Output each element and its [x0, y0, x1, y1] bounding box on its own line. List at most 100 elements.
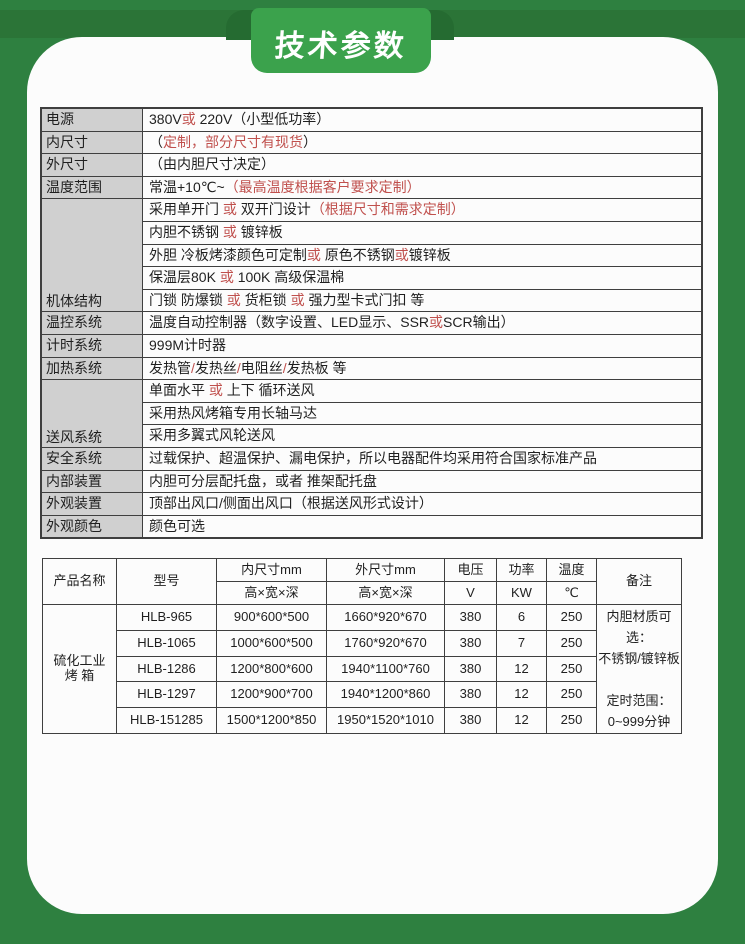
product-cell-kw: 12: [496, 655, 547, 683]
spec-row: 电源 380V或 220V（小型低功率）: [40, 107, 703, 132]
plain-text: 货柜锁: [240, 291, 291, 308]
spec-table: 电源 380V或 220V（小型低功率） 内尺寸 （定制，部分尺寸有现货） 外尺寸 （由内…: [40, 107, 703, 540]
spec-value-cell: 门锁 防爆锁 或 货柜锁 或 强力型卡式门扣 等: [142, 288, 703, 313]
plain-text: （: [149, 133, 163, 150]
spec-row: 采用热风烤箱专用长轴马达: [41, 401, 703, 426]
highlighted-text: /: [191, 359, 195, 376]
spec-label-cell: 温度范围: [40, 175, 143, 200]
spec-value-cell: 采用多翼式风轮送风: [142, 424, 703, 448]
plain-text: 发热板 等: [286, 359, 347, 376]
highlighted-text: 或: [222, 201, 237, 218]
spec-label-cell: 外观装置: [40, 492, 143, 516]
highlighted-text: 或: [306, 246, 321, 263]
spec-value-cell: 内胆可分层配托盘，或者 推架配托盘: [142, 469, 703, 494]
product-cell-model: HLB-965: [116, 604, 217, 631]
spec-row: 外胆 冷板烤漆颜色可定制或 原色不锈钢或镀锌板: [41, 243, 703, 268]
product-cell-temp: 250: [546, 707, 597, 734]
plain-text: 220V（小型低功率）: [195, 111, 331, 128]
highlighted-text: （最高温度根据客户要求定制）: [224, 178, 421, 195]
spec-row: 内部装置 内胆可分层配托盘，或者 推架配托盘: [40, 469, 703, 494]
product-header-outer: 外尺寸mm: [326, 558, 445, 582]
plain-text: 双开门设计: [236, 201, 311, 218]
highlighted-text: 或: [226, 291, 241, 308]
plain-text: 发热丝: [194, 359, 237, 376]
product-header-temp: 温度: [546, 558, 597, 582]
plain-text: 内胆不锈钢: [149, 224, 223, 241]
product-cell-temp: 250: [546, 681, 597, 709]
spec-row: 保温层80K 或 100K 高级保温棉: [41, 266, 703, 290]
plain-text: 保温层80K: [149, 269, 220, 286]
highlighted-text: /: [236, 359, 241, 376]
highlighted-text: 或: [394, 246, 409, 263]
plain-text: 100K 高级保温棉: [233, 269, 345, 286]
plain-text: （由内胆尺寸决定）: [149, 156, 275, 173]
plain-text: 温度自动控制器（数字设置、LED显示、SSR: [149, 314, 430, 331]
spec-label-cell: 外尺寸: [40, 153, 143, 177]
product-cell-v: 380: [444, 655, 497, 683]
highlighted-text: /: [282, 359, 287, 376]
product-cell-outer: 1760*920*670: [326, 629, 445, 657]
product-row: 硫化工业 烤 箱 HLB-965 900*600*500 1660*920*670 38…: [42, 604, 682, 734]
plain-text: 顶部出风口/侧面出风口（根据送风形式设计）: [149, 495, 433, 512]
spec-label-cell: 内部装置: [40, 469, 143, 494]
spec-value-cell: 顶部出风口/侧面出风口（根据送风形式设计）: [142, 492, 703, 516]
product-cell-v: 380: [444, 629, 497, 657]
product-cell-v: 380: [444, 604, 497, 631]
product-header-remark: 备注: [596, 558, 682, 605]
product-cell-outer: 1660*920*670: [326, 604, 445, 631]
plain-text: SCR输出）: [443, 314, 515, 331]
spec-value-cell: （由内胆尺寸决定）: [142, 153, 703, 177]
product-header-voltage-unit: V: [444, 581, 497, 605]
spec-value-cell: 单面水平 或 上下 循环送风: [142, 379, 703, 403]
highlighted-text: 或: [429, 314, 444, 331]
spec-row: 外观装置 顶部出风口/侧面出风口（根据送风形式设计）: [40, 492, 703, 516]
product-header-product: 产品名称: [42, 558, 117, 605]
spec-value-cell: 颜色可选: [142, 514, 703, 539]
spec-value-cell: （定制，部分尺寸有现货）: [142, 130, 703, 155]
spec-value-cell: 内胆不锈钢 或 镀锌板: [142, 220, 703, 245]
spec-row: 温度范围 常温+10℃~（最高温度根据客户要求定制）: [40, 175, 703, 200]
product-header-voltage: 电压: [444, 558, 497, 582]
product-cell-model: HLB-1297: [116, 681, 217, 709]
spec-row: 外尺寸 （由内胆尺寸决定）: [40, 153, 703, 177]
highlighted-text: （根据尺寸和需求定制）: [310, 201, 465, 218]
highlighted-text: 定制，部分尺寸有现货: [163, 133, 303, 150]
product-header-dims: 高×宽×深: [216, 581, 327, 605]
plain-text: 380V: [149, 111, 182, 128]
product-cell-kw: 7: [496, 629, 547, 657]
plain-text: 电阻丝: [240, 359, 283, 376]
plain-text: 门锁 防爆锁: [149, 291, 227, 308]
plain-text: 外胆 冷板烤漆颜色可定制: [149, 246, 307, 263]
spec-value-cell: 温度自动控制器（数字设置、LED显示、SSR或SCR输出）: [142, 311, 703, 335]
spec-row: 外观颜色 颜色可选: [40, 514, 703, 539]
product-header-row: 高×宽×深 高×宽×深 V KW ℃: [43, 581, 682, 605]
product-header-power-unit: KW: [496, 581, 547, 605]
product-row: HLB-1286 1200*800*600 1940*1100*760 380 12 25…: [43, 655, 682, 683]
spec-value-cell: 发热管/发热丝/电阻丝/发热板 等: [142, 356, 703, 381]
highlighted-text: 或: [208, 382, 223, 399]
product-cell-model: HLB-1286: [116, 655, 217, 683]
spec-value-cell: 常温+10℃~（最高温度根据客户要求定制）: [142, 175, 703, 200]
product-cell-model: HLB-151285: [116, 707, 217, 734]
product-cell-v: 380: [444, 681, 497, 709]
plain-text: 内胆可分层配托盘，或者 推架配托盘: [149, 472, 377, 489]
spec-label-cell: 温控系统: [40, 311, 143, 335]
plain-text: 采用多翼式风轮送风: [149, 427, 275, 444]
spec-value-cell: 外胆 冷板烤漆颜色可定制或 原色不锈钢或镀锌板: [142, 243, 703, 268]
product-header-dims: 高×宽×深: [326, 581, 445, 605]
product-cell-temp: 250: [546, 629, 597, 657]
plain-text: 镀锌板: [408, 246, 451, 263]
spec-row: 加热系统 发热管/发热丝/电阻丝/发热板 等: [40, 356, 703, 381]
spec-row: 安全系统 过载保护、超温保护、漏电保护，所以电器配件均采用符合国家标准产品: [40, 446, 703, 471]
spec-row: 内胆不锈钢 或 镀锌板: [41, 220, 703, 245]
spec-row: 温控系统 温度自动控制器（数字设置、LED显示、SSR或SCR输出）: [40, 311, 703, 335]
product-cell-inner: 900*600*500: [216, 604, 327, 631]
product-row: HLB-1065 1000*600*500 1760*920*670 380 7 250: [43, 629, 682, 657]
spec-value-cell: 380V或 220V（小型低功率）: [142, 107, 703, 132]
spec-value-cell: 999M计时器: [142, 333, 703, 358]
plain-text: 采用单开门: [149, 201, 223, 218]
spec-label-cell: 计时系统: [40, 333, 143, 358]
product-table: 产品名称 型号 内尺寸mm 外尺寸mm 电压 功率 温度 备注 高×宽×深 高×宽×深 V KW ℃ 硫化…: [42, 558, 682, 734]
product-header-model: 型号: [116, 558, 217, 605]
spec-row: 机体结构 采用单开门 或 双开门设计（根据尺寸和需求定制）: [40, 198, 703, 313]
